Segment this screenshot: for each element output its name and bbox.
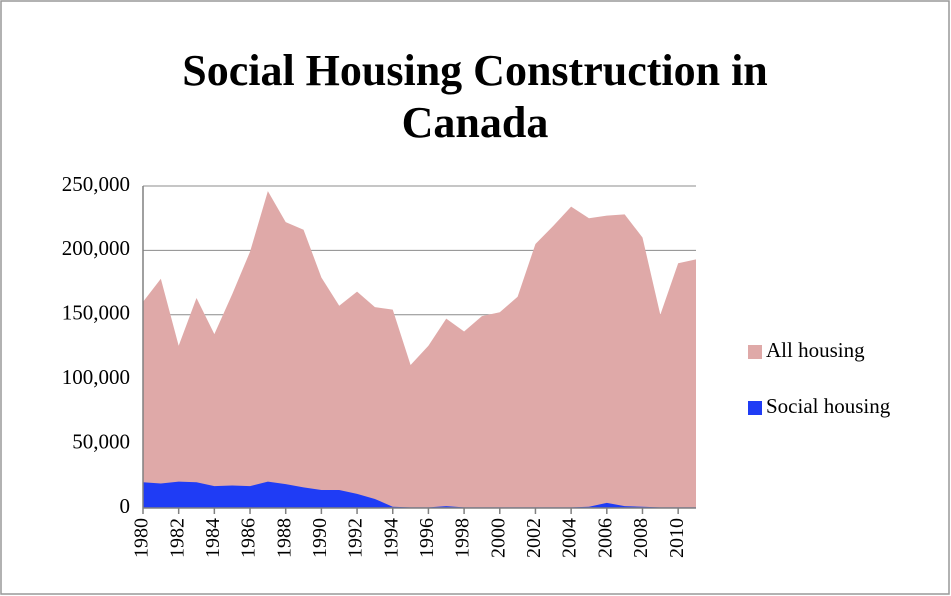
x-tick-label: 1996 [416,518,438,558]
x-tick-label: 1992 [345,518,367,558]
y-tick-label: 50,000 [72,429,130,453]
x-tick-label: 2008 [630,518,652,558]
x-tick-label: 1994 [380,518,402,558]
x-tick-label: 1990 [309,518,331,558]
y-tick-label: 250,000 [62,172,130,196]
x-tick-label: 1984 [202,518,224,558]
chart-title: Social Housing Construction in Canada [182,46,768,147]
legend-swatch [748,401,762,415]
x-tick-label: 2002 [523,518,545,558]
x-tick-label: 1986 [238,518,260,558]
x-tick-label: 2010 [666,518,688,558]
y-tick-label: 150,000 [62,301,130,325]
area [143,191,696,509]
x-tick-label: 1980 [131,518,153,558]
x-tick-label: 1988 [273,518,295,558]
x-tick-label: 2006 [594,518,616,558]
x-tick-label: 2004 [559,518,581,558]
legend-label: All housing [766,338,865,362]
x-tick-label: 2000 [487,518,509,558]
y-tick-label: 0 [120,494,131,518]
y-tick-label: 200,000 [62,236,130,260]
legend-label: Social housing [766,394,891,418]
y-tick-label: 100,000 [62,365,130,389]
legend-swatch [748,345,762,359]
x-tick-label: 1998 [452,518,474,558]
area [143,481,696,508]
x-tick-label: 1982 [166,518,188,558]
